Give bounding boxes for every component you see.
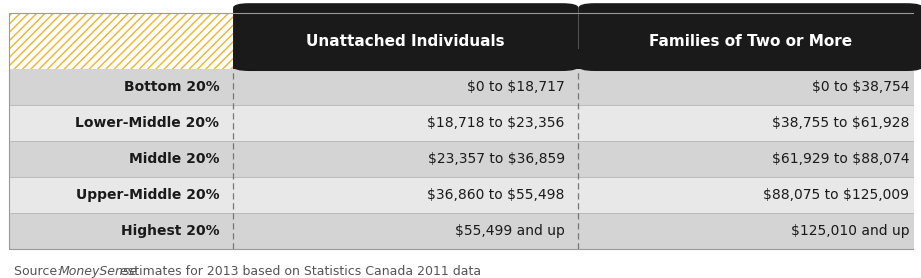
Bar bbox=[9, 213, 921, 249]
Text: \$0 to \$18,717: \$0 to \$18,717 bbox=[467, 80, 565, 94]
FancyBboxPatch shape bbox=[233, 3, 578, 71]
Bar bbox=[9, 105, 921, 141]
Bar bbox=[9, 13, 921, 249]
Text: \$55,499 and up: \$55,499 and up bbox=[455, 224, 565, 238]
FancyBboxPatch shape bbox=[578, 3, 921, 71]
Text: MoneySense: MoneySense bbox=[59, 265, 138, 278]
Text: \$36,860 to \$55,498: \$36,860 to \$55,498 bbox=[427, 188, 565, 202]
Text: Middle 20%: Middle 20% bbox=[129, 152, 219, 166]
Text: \$61,929 to \$88,074: \$61,929 to \$88,074 bbox=[772, 152, 909, 166]
Text: \$38,755 to \$61,928: \$38,755 to \$61,928 bbox=[772, 116, 909, 130]
Text: Bottom 20%: Bottom 20% bbox=[123, 80, 219, 94]
Text: \$0 to \$38,754: \$0 to \$38,754 bbox=[811, 80, 909, 94]
Text: estimates for 2013 based on Statistics Canada 2011 data: estimates for 2013 based on Statistics C… bbox=[116, 265, 481, 278]
Bar bbox=[9, 177, 921, 213]
Text: Families of Two or More: Families of Two or More bbox=[649, 34, 852, 49]
Text: Upper-Middle 20%: Upper-Middle 20% bbox=[76, 188, 219, 202]
Bar bbox=[578, 49, 921, 69]
Text: Lower-Middle 20%: Lower-Middle 20% bbox=[76, 116, 219, 130]
Text: Highest 20%: Highest 20% bbox=[121, 224, 219, 238]
Bar bbox=[9, 141, 921, 177]
Text: \$18,718 to \$23,356: \$18,718 to \$23,356 bbox=[427, 116, 565, 130]
Text: \$125,010 and up: \$125,010 and up bbox=[790, 224, 909, 238]
Text: \$88,075 to \$125,009: \$88,075 to \$125,009 bbox=[764, 188, 909, 202]
Text: Unattached Individuals: Unattached Individuals bbox=[307, 34, 505, 49]
Text: Source:: Source: bbox=[14, 265, 65, 278]
Bar bbox=[9, 13, 233, 69]
Text: \$23,357 to \$36,859: \$23,357 to \$36,859 bbox=[427, 152, 565, 166]
Bar bbox=[9, 69, 921, 105]
Bar bbox=[233, 49, 578, 69]
Bar bbox=[9, 13, 233, 69]
